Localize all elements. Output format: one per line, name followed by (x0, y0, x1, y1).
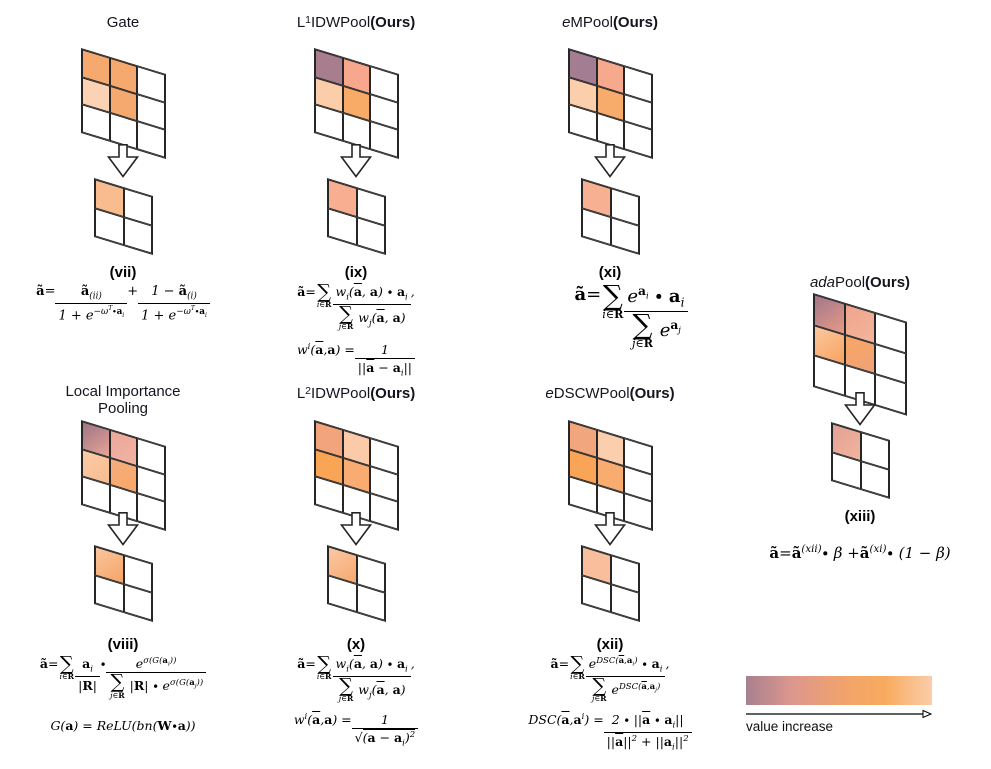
output-grid-2x2 (580, 545, 640, 623)
formula: w i(a, a) = 1 ||a − ai|| (246, 342, 466, 379)
input-grid-3x3 (313, 48, 399, 159)
panel-label: (x) (346, 636, 366, 653)
formula: ã = ã(ii) 1 + e−ωT∙ai + 1 − ã(i) 1 + e−ωT∙… (8, 284, 238, 324)
formula: ã = ∑ i∈R wi(a, a) ∙ ai ∑ j∈R wj(a, a), (297, 652, 415, 704)
down-arrow-icon (340, 144, 372, 178)
formula: G(a) = ReLU(bn(W ∙ a)) (50, 718, 196, 733)
formula: ã = ∑ i∈R eai ∙ ai ∑ j∈R eaj (482, 282, 738, 349)
panel-title: Local Importance Pooling (65, 383, 181, 417)
output-grid-2x2 (830, 422, 890, 500)
formula: w i(a, a) = 1 √(a − ai)2 (246, 712, 466, 749)
panel-title: e MPool (Ours) (562, 14, 658, 31)
right-arrow-icon (746, 709, 932, 719)
formula: ã = ∑ i∈R ai |R| ∙ eσ(G(ai)) ∑ j∈R |R| ∙ eσ(… (8, 654, 238, 699)
panel-title: Gate (106, 14, 140, 31)
output-grid-2x2 (580, 178, 640, 256)
output-grid-2x2 (326, 178, 386, 256)
panel-label: (vii) (109, 264, 137, 281)
down-arrow-icon (594, 512, 626, 546)
down-arrow-icon (107, 144, 139, 178)
value-gradient-bar (746, 676, 932, 705)
color-legend: value increase (746, 676, 932, 734)
panel-empool: e MPool (Ours) (xi) ã = ∑ i∈R eai ∙ ai ∑ j∈R… (482, 12, 738, 384)
panel-title: ada Pool (Ours) (809, 274, 911, 291)
panel-label: (xii) (596, 636, 624, 653)
panel-label: (xiii) (844, 508, 876, 525)
panel-label: (xi) (598, 264, 622, 281)
panel-label: (ix) (344, 264, 368, 281)
formula: ã = ã (xii) ∙ β + ã (xi) ∙ (1 − β) (769, 544, 951, 562)
input-grid-3x3 (80, 48, 166, 159)
down-arrow-icon (844, 392, 876, 426)
formula: ã = ∑ i∈R wi(a, a) ∙ ai ∑ j∈R wj(a, a), (297, 280, 415, 332)
panel-edscwpool: e DSCWPool (Ours) (xii) ã = ∑ i∈R eDSC(a,a… (482, 380, 738, 768)
panel-gate: Gate (vii) ã = ã(ii) 1 + e−ωT∙ai + 1 − ã(… (8, 12, 238, 384)
output-grid-2x2 (93, 545, 153, 623)
down-arrow-icon (107, 512, 139, 546)
formula: ã = ∑ i∈R eDSC(a,ai) ∙ ai ∑ j∈R eDSC(a,aj), (550, 652, 670, 704)
panel-local-importance-pooling: Local Importance Pooling (viii) ã = ∑ i∈R … (8, 380, 238, 768)
output-grid-2x2 (326, 545, 386, 623)
down-arrow-icon (340, 512, 372, 546)
panel-title: e DSCWPool (Ours) (545, 385, 675, 402)
panel-adapool: ada Pool (Ours) (xiii) ã = ã (xii) ∙ β + ã… (742, 270, 978, 600)
down-arrow-icon (594, 144, 626, 178)
panel-label: (viii) (107, 636, 139, 653)
formula: DSC(a, a i) = 2 ∙ ||a ∙ ai|| ||a||2 + ||ai… (482, 712, 738, 753)
input-grid-3x3 (567, 48, 653, 159)
legend-label: value increase (746, 719, 834, 734)
output-grid-2x2 (93, 178, 153, 256)
